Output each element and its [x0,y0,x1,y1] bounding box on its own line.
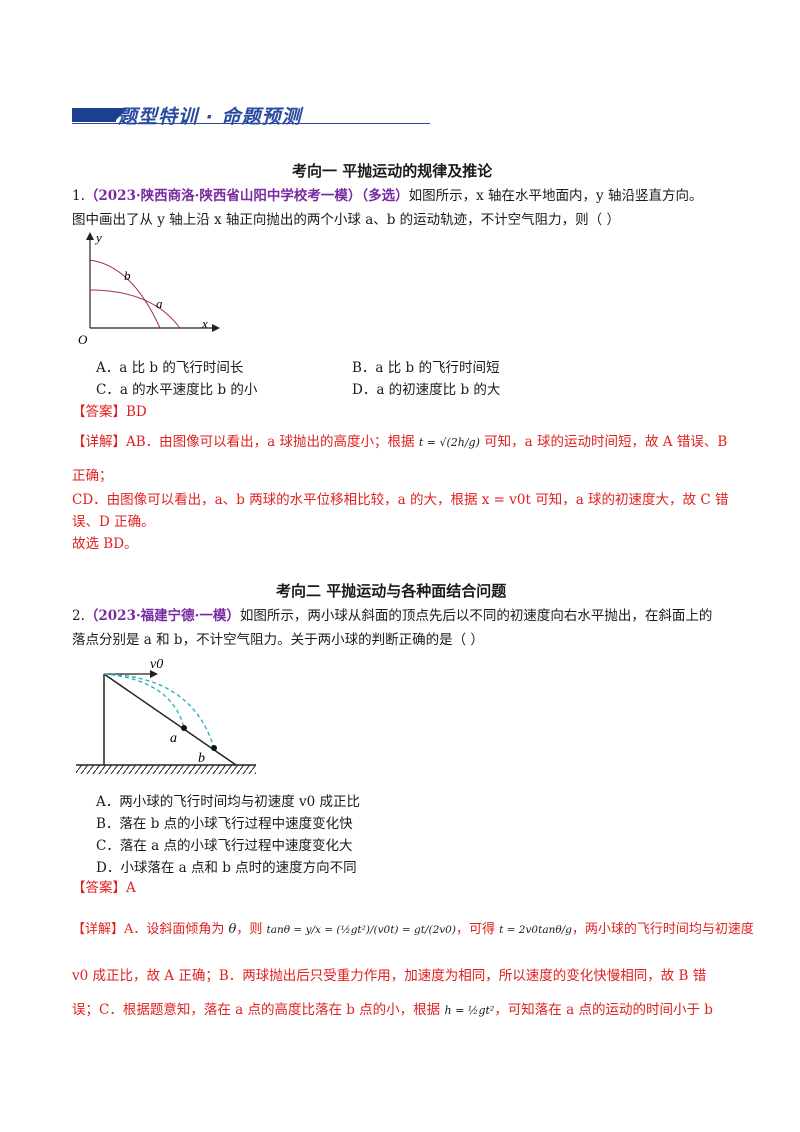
banner-bar [72,108,116,122]
y-axis-label: y [94,230,102,245]
q1-stem-text1: 如图所示，x 轴在水平地面内，y 轴沿竖直方向。 [408,188,703,204]
trajectory-b [103,673,215,749]
point-a-label: a [170,731,177,746]
banner-underline [72,123,430,124]
section1-title: 考向一 平抛运动的规律及推论 [292,162,493,180]
q2-detail-1a: A．设斜面倾角为 [124,922,225,937]
q1-source: （2023·陕西商洛·陕西省山阳中学校考一模）（多选） [84,188,409,204]
q2-detail-line3: 误；C．根据题意知，落在 a 点的高度比落在 b 点的小，根据 h = ½gt²… [72,1000,713,1021]
q1-option-c: C．a 的水平速度比 b 的小 [96,382,258,398]
q2-formula-h: h = ½gt² [444,1004,495,1017]
q1-stem-line2: 图中画出了从 y 轴上沿 x 轴正向抛出的两个小球 a、b 的运动轨迹，不计空气… [72,212,620,228]
q1-detail-line4: 误、D 正确。 [72,514,155,530]
q2-stem-line2: 落点分别是 a 和 b，不计空气阻力。关于两小球的判断正确的是（ ） [72,632,484,648]
q2-detail-3a: 误；C．根据题意知，落在 a 点的高度比落在 b 点的小，根据 [72,1002,441,1018]
y-axis-arrow [86,232,94,240]
point-b-dot [211,745,217,751]
q2-theta: θ [228,922,237,937]
q1-detail-line3: CD．由图像可以看出，a、b 两球的水平位移相比较，a 的大，根据 x = v0… [72,492,729,508]
curve-a-label: a [156,296,163,311]
q2-incline-figure: v0 a b [76,657,256,774]
q2-answer: 【答案】A [72,880,136,896]
banner-title: 题型特训 · 命题预测 [118,106,302,128]
q1-option-b: B．a 比 b 的飞行时间短 [352,360,500,376]
point-b-label: b [198,751,205,766]
q2-option-c: C．落在 a 点的小球飞行过程中速度变化大 [96,838,353,854]
q1-number: 1. [72,188,85,204]
trajectory-a [103,673,185,729]
q2-option-a: A．两小球的飞行时间均与初速度 v0 成正比 [96,794,361,810]
q1-detail-1b: 可知，a 球的运动时间短，故 A 错误、B [484,434,728,450]
x-axis-arrow [212,324,220,332]
q2-source: （2023·福建宁德·一模） [84,608,240,624]
q2-stem-text1: 如图所示，两小球从斜面的顶点先后以不同的初速度向右水平抛出，在斜面上的 [239,608,713,624]
x-axis-label: x [201,316,208,331]
origin-label: O [78,332,88,347]
q1-formula-t: t = √(2h/g) [418,436,480,449]
q1-detail-line2: 正确； [72,468,113,484]
point-a-dot [181,725,187,731]
section2-title: 考向二 平抛运动与各种面结合问题 [276,582,507,600]
q1-option-d: D．a 的初速度比 b 的大 [352,382,501,398]
q2-detail-3b: ，可知落在 a 点的运动的时间小于 b [494,1002,713,1018]
q1-detail-line1: 【详解】AB．由图像可以看出，a 球抛出的高度小；根据 t = √(2h/g) … [72,432,727,453]
q2-detail-line1: 【详解】A．设斜面倾角为 θ，则 tanθ = y/x = (½gt²)/(v0… [72,920,754,940]
incline-slope [103,673,237,766]
ground-hatch [76,765,256,774]
q2-formula-tan: tanθ = y/x = (½gt²)/(v0t) = gt/(2v0) [266,924,456,936]
q2-option-d: D．小球落在 a 点和 b 点时的速度方向不同 [96,860,357,876]
q2-detail-1c: ，可得 [455,922,495,937]
velocity-arrowhead [150,670,158,678]
q2-number: 2. [72,608,85,624]
v0-label: v0 [150,657,163,672]
q1-detail-line5: 故选 BD。 [72,536,138,552]
q2-detail-label: 【详解】 [72,922,125,937]
q1-option-a: A．a 比 b 的飞行时间长 [96,360,244,376]
q2-formula-t: t = 2v0tanθ/g [499,924,572,936]
curve-b-label: b [124,268,131,283]
q1-detail-label: 【详解】 [72,434,126,450]
banner-arrow [114,108,128,122]
q2-detail-line2: v0 成正比，故 A 正确；B．两球抛出后只受重力作用，加速度为相同，所以速度的… [72,968,707,984]
q1-answer: 【答案】BD [72,404,147,420]
q1-detail-1a: AB．由图像可以看出，a 球抛出的高度小；根据 [126,434,415,450]
q1-trajectory-figure: y x O b a [78,230,220,347]
q2-detail-1b: ，则 [236,922,263,937]
q2-detail-1d: ，两小球的飞行时间均与初速度 [571,922,754,937]
trajectory-b [89,259,161,329]
trajectory-a [89,289,181,329]
q1-stem-line1: 1.（2023·陕西商洛·陕西省山阳中学校考一模）（多选）如图所示，x 轴在水平… [72,186,702,206]
q2-stem-line1: 2.（2023·福建宁德·一模）如图所示，两小球从斜面的顶点先后以不同的初速度向… [72,606,712,626]
q2-option-b: B．落在 b 点的小球飞行过程中速度变化快 [96,816,353,832]
